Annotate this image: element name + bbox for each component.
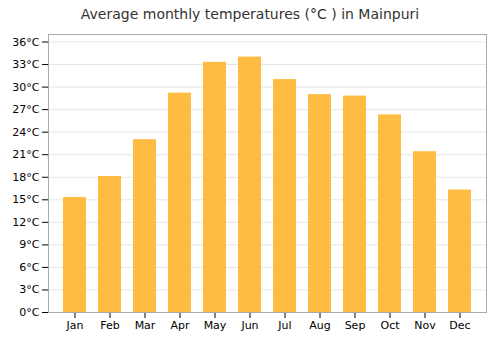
svg-text:27°C: 27°C	[12, 103, 39, 116]
svg-text:Nov: Nov	[414, 319, 436, 332]
svg-text:12°C: 12°C	[12, 216, 39, 229]
svg-text:33°C: 33°C	[12, 58, 39, 71]
svg-text:Aug: Aug	[309, 319, 330, 332]
svg-text:Jul: Jul	[277, 319, 291, 332]
svg-text:Sep: Sep	[345, 319, 366, 332]
svg-text:Feb: Feb	[100, 319, 119, 332]
svg-text:24°C: 24°C	[12, 126, 39, 139]
svg-text:18°C: 18°C	[12, 171, 39, 184]
svg-text:Oct: Oct	[380, 319, 400, 332]
svg-text:3°C: 3°C	[19, 283, 39, 296]
svg-text:0°C: 0°C	[19, 306, 39, 319]
svg-text:Apr: Apr	[170, 319, 190, 332]
svg-text:9°C: 9°C	[19, 238, 39, 251]
svg-text:May: May	[204, 319, 227, 332]
svg-text:36°C: 36°C	[12, 36, 39, 49]
svg-text:Dec: Dec	[449, 319, 470, 332]
svg-text:Mar: Mar	[135, 319, 156, 332]
svg-text:Jan: Jan	[66, 319, 84, 332]
svg-text:Jun: Jun	[240, 319, 258, 332]
html-text:Average monthly temperatures (: Average monthly temperatures (°C ) in Ma…	[80, 6, 420, 22]
svg-text:6°C: 6°C	[19, 261, 39, 274]
svg-text:30°C: 30°C	[12, 81, 39, 94]
svg-text:15°C: 15°C	[12, 193, 39, 206]
svg-text:21°C: 21°C	[12, 148, 39, 161]
